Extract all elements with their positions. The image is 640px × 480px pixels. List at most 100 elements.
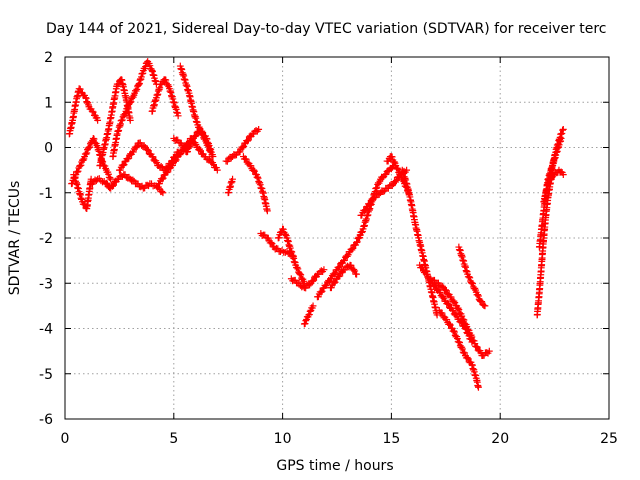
data-point (439, 293, 447, 300)
data-point (250, 166, 258, 174)
x-tick-label: 5 (169, 431, 178, 447)
data-point (336, 263, 344, 271)
data-point (239, 144, 247, 152)
data-point (331, 278, 339, 286)
data-point (392, 177, 400, 184)
data-point (475, 383, 482, 391)
x-tick-label: 0 (61, 431, 70, 447)
data-point (442, 286, 449, 294)
y-tick-labels: 2 1 0 -1 -2 -3 -4 -5 -6 (39, 50, 53, 428)
data-point (467, 279, 475, 286)
data-point (419, 264, 426, 272)
y-tick-label: -3 (39, 276, 53, 292)
data-point (438, 282, 446, 290)
data-point (317, 288, 325, 296)
data-point (436, 289, 444, 296)
data-track-track-20 (327, 261, 360, 292)
x-tick-labels: 0 5 10 15 20 25 (61, 431, 618, 447)
data-track-track-32 (546, 166, 567, 183)
x-tick-label: 25 (600, 431, 618, 447)
data-point (455, 306, 463, 313)
data-point (466, 274, 474, 282)
data-point (275, 234, 283, 242)
data-point (74, 167, 82, 175)
data-point (187, 138, 195, 146)
data-point (207, 148, 215, 156)
data-track-track-4 (87, 171, 167, 197)
data-point (149, 153, 157, 161)
data-point (447, 321, 454, 329)
data-point (144, 147, 152, 154)
data-point (163, 169, 171, 176)
data-point (302, 317, 310, 325)
data-point (177, 150, 185, 157)
data-point (177, 139, 185, 147)
data-point (353, 270, 360, 278)
data-point (129, 148, 137, 156)
data-point (306, 311, 313, 318)
data-point (105, 170, 112, 178)
data-point (162, 76, 170, 84)
data-point (174, 112, 182, 120)
data-points (65, 58, 567, 391)
data-point (444, 299, 452, 307)
data-point (450, 327, 458, 335)
data-point (353, 239, 360, 246)
data-point (301, 320, 309, 328)
data-point (76, 162, 83, 170)
data-point (124, 104, 132, 112)
data-point (330, 279, 338, 287)
data-point (186, 143, 194, 151)
x-axis-title: GPS time / hours (276, 458, 393, 474)
x-tick-label: 15 (382, 431, 400, 447)
data-point (255, 126, 263, 133)
data-point (336, 272, 344, 280)
data-point (309, 302, 317, 310)
data-point (322, 282, 330, 290)
data-point (362, 206, 369, 214)
data-point (450, 297, 458, 305)
data-point (192, 132, 200, 139)
data-point (282, 230, 289, 238)
data-point (443, 287, 450, 295)
data-track-track-16 (274, 225, 308, 287)
data-point (423, 270, 431, 278)
data-point (341, 256, 348, 264)
data-point (191, 133, 199, 140)
data-point (264, 234, 272, 242)
data-track-track-17 (287, 266, 328, 292)
data-point (454, 335, 461, 342)
data-point (157, 163, 165, 170)
data-point (388, 153, 396, 161)
data-point (443, 316, 451, 323)
data-point (481, 302, 489, 310)
data-point (279, 225, 287, 233)
data-track-track-14 (240, 153, 271, 215)
data-track-track-3 (70, 171, 95, 212)
data-point (187, 141, 194, 149)
data-point (127, 98, 135, 106)
data-point (120, 161, 128, 169)
y-tick-label: -6 (39, 412, 53, 428)
data-point (394, 165, 402, 173)
data-point (82, 150, 90, 158)
data-point (463, 354, 471, 361)
data-point (335, 273, 343, 280)
y-tick-label: -2 (39, 231, 53, 247)
data-point (393, 164, 401, 172)
data-point (126, 116, 134, 124)
data-point (184, 148, 191, 156)
data-point (119, 162, 127, 169)
data-point (86, 143, 94, 151)
data-point (297, 271, 305, 279)
data-point (469, 280, 477, 288)
y-tick-label: -4 (39, 322, 53, 338)
data-point (90, 135, 98, 143)
data-point (83, 149, 91, 157)
data-track-track-6 (109, 58, 160, 160)
data-point (206, 147, 214, 155)
chart-title: Day 144 of 2021, Sidereal Day-to-day VTE… (46, 21, 606, 37)
data-track-track-12 (222, 126, 263, 165)
data-point (268, 240, 276, 247)
data-point (107, 175, 115, 183)
